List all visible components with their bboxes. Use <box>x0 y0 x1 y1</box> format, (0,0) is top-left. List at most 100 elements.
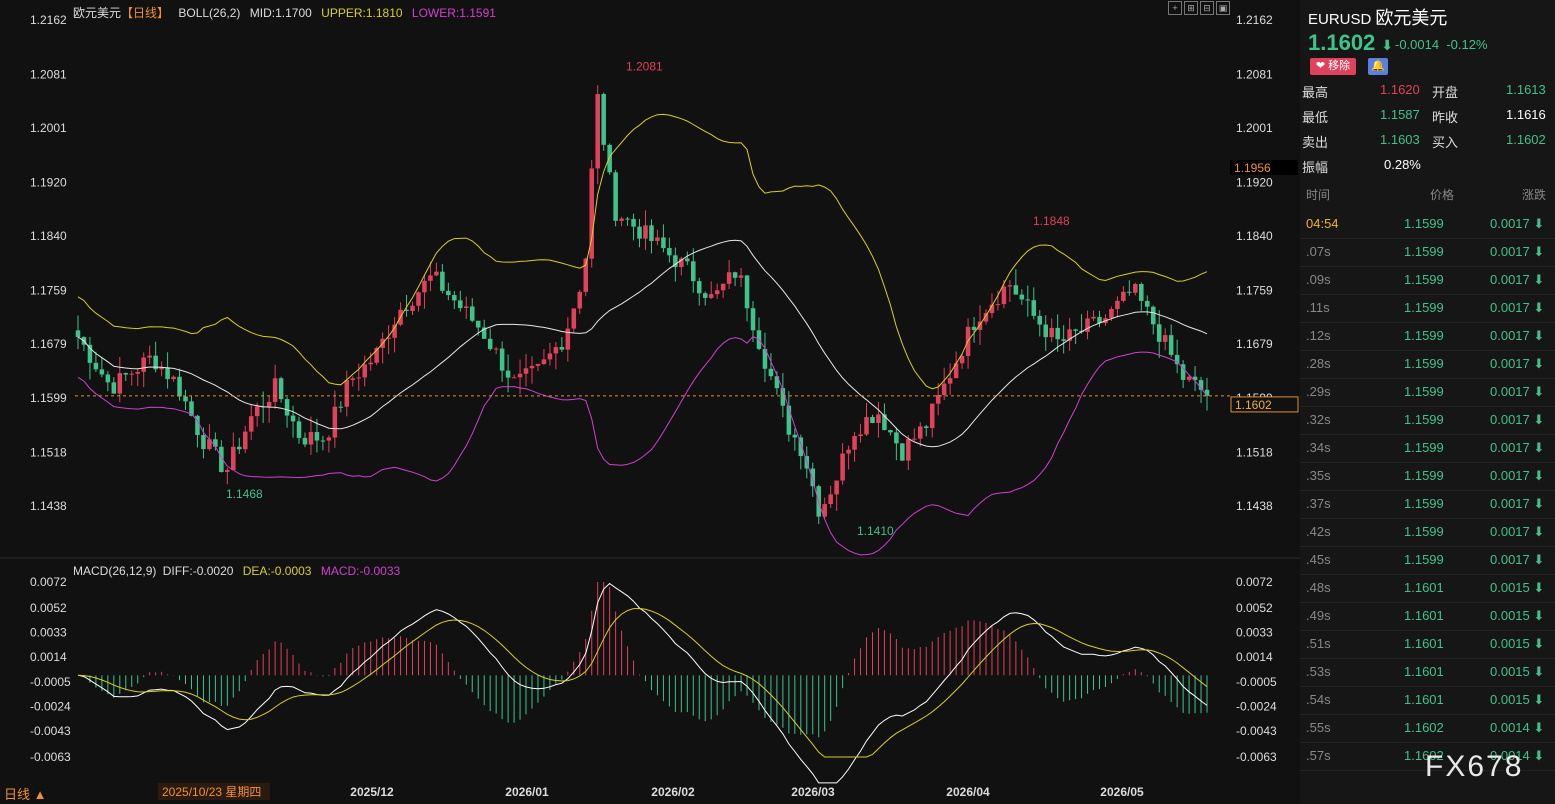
candle <box>923 426 929 428</box>
last-price: 1.1602 ⬇ <box>1308 30 1393 56</box>
candle <box>1180 364 1186 380</box>
candles <box>75 85 1210 525</box>
candle <box>744 275 750 309</box>
tick-time: .49s <box>1306 608 1331 623</box>
tick-change: 0.0017 ⬇ <box>1490 440 1545 455</box>
instrument-name: 欧元美元 <box>73 6 122 20</box>
price-axis-left-label: 1.1599 <box>30 391 67 405</box>
change-value: -0.0014 <box>1395 37 1440 52</box>
candle <box>918 426 923 439</box>
tick-change: 0.0015 ⬇ <box>1490 580 1545 595</box>
bid-label: 买入 <box>1432 135 1459 150</box>
candle <box>248 416 254 432</box>
price-axis-right-label: 1.1438 <box>1236 499 1273 513</box>
price-axis-left-label: 1.2001 <box>30 121 67 135</box>
candle <box>989 304 995 314</box>
tick-price: 1.1599 <box>1404 356 1444 371</box>
tick-price: 1.1599 <box>1404 272 1444 287</box>
tick-row: .51s 1.1601 0.0015 ⬇ <box>1300 630 1555 659</box>
candle <box>774 376 780 389</box>
candle <box>481 327 487 339</box>
candle <box>1025 299 1031 301</box>
candle <box>995 304 1001 306</box>
macd-axis-right-label: 0.0014 <box>1236 650 1273 664</box>
candle <box>786 405 792 435</box>
candle <box>458 300 463 309</box>
change-pct: -0.12% <box>1446 37 1488 52</box>
tick-change: 0.0017 ⬇ <box>1490 468 1545 483</box>
fullscreen-icon[interactable]: ▣ <box>1216 1 1230 15</box>
price-axis-left-label: 1.1679 <box>30 337 67 351</box>
macd-axis-left-label: -0.0063 <box>30 750 71 764</box>
candle <box>601 94 606 145</box>
macd-axis-left-label: -0.0043 <box>30 724 71 738</box>
crosshair-icon[interactable]: + <box>1168 1 1182 15</box>
tick-time: .51s <box>1306 636 1331 651</box>
candle <box>1174 354 1180 365</box>
tick-time: .53s <box>1306 664 1331 679</box>
candle <box>702 293 708 298</box>
date-axis-label: 2026/03 <box>791 785 835 799</box>
macd-dea: DEA:-0.0003 <box>242 564 312 578</box>
candle <box>320 440 326 442</box>
candle <box>696 281 702 294</box>
tick-row: .49s 1.1601 0.0015 ⬇ <box>1300 602 1555 631</box>
candle <box>266 401 272 407</box>
tick-row: .12s 1.1599 0.0017 ⬇ <box>1300 322 1555 351</box>
period-button[interactable]: 日线 ▲ <box>4 787 46 802</box>
candle <box>1013 285 1019 295</box>
date-axis-label: 2026/04 <box>946 785 990 799</box>
candle <box>571 308 577 329</box>
tick-time: .45s <box>1306 552 1331 567</box>
candle <box>583 258 589 292</box>
tick-row: .37s 1.1599 0.0017 ⬇ <box>1300 490 1555 519</box>
candle <box>523 368 529 374</box>
candle <box>1168 335 1174 355</box>
candle <box>541 359 547 364</box>
high-label: 最高 <box>1302 85 1329 100</box>
candle <box>296 421 302 438</box>
candle <box>840 453 845 481</box>
macd-axis-right-label: -0.0063 <box>1236 750 1277 764</box>
tick-price: 1.1601 <box>1404 664 1444 679</box>
candle <box>141 357 146 372</box>
candle <box>1156 324 1162 342</box>
candle <box>147 355 152 358</box>
ticks-header-change: 涨跌 <box>1522 188 1547 202</box>
chart-area[interactable]: 1.2081 1.1848 1.1468 1.1410 1.2162 1.2162 1.20… <box>0 0 1300 804</box>
candle <box>1115 300 1120 310</box>
tick-row: .35s 1.1599 0.0017 ⬇ <box>1300 462 1555 491</box>
bell-icon[interactable]: 🔔 <box>1368 58 1388 75</box>
period-label: 【日线】 <box>121 6 170 20</box>
tick-change: 0.0017 ⬇ <box>1490 216 1545 231</box>
bid-value: 1.1602 <box>1506 132 1546 147</box>
candle <box>673 255 678 268</box>
candle <box>1085 318 1090 332</box>
candle <box>344 379 350 407</box>
zoom-in-icon[interactable]: ⊞ <box>1184 1 1198 15</box>
candle <box>183 396 188 402</box>
candle <box>738 275 744 278</box>
candle <box>231 446 236 471</box>
candle <box>947 378 953 384</box>
candle <box>935 395 941 404</box>
current-price-tag <box>1230 396 1299 413</box>
candle <box>1043 324 1048 338</box>
candle <box>272 378 278 402</box>
tick-price: 1.1599 <box>1404 300 1444 315</box>
candle <box>750 308 756 331</box>
ask-label: 卖出 <box>1302 135 1329 150</box>
candle <box>846 449 851 454</box>
candle <box>1204 389 1210 396</box>
candle <box>810 468 816 487</box>
macd-histogram <box>83 582 1208 738</box>
tick-time: 04:54 <box>1306 216 1339 231</box>
boll-upper: UPPER:1.1810 <box>321 6 403 20</box>
zoom-out-icon[interactable]: ⊟ <box>1200 1 1214 15</box>
candle <box>165 367 170 380</box>
tick-price: 1.1601 <box>1404 580 1444 595</box>
tick-change: 0.0017 ⬇ <box>1490 328 1545 343</box>
candle <box>87 344 93 363</box>
remove-watch-button[interactable]: ❤ 移除 <box>1310 58 1356 75</box>
open-label: 开盘 <box>1432 85 1459 100</box>
